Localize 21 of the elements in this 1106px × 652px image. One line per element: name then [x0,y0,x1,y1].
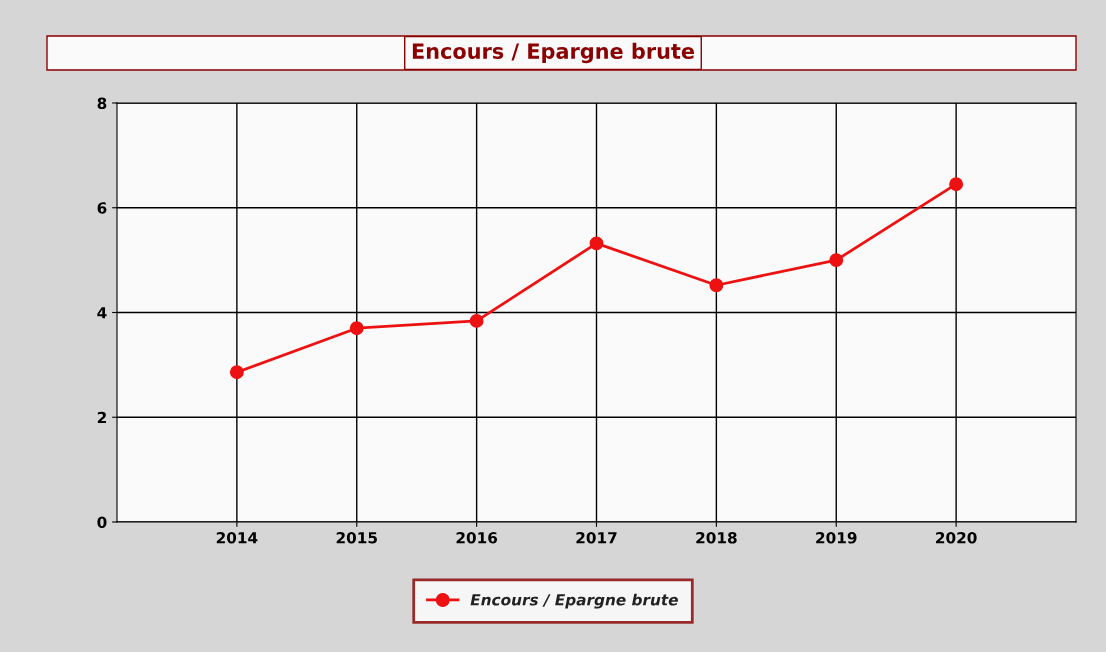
x-tick-label: 2016 [456,531,498,544]
y-tick-label: 8 [97,97,107,110]
chart-title: Encours / Epargne brute [412,42,695,64]
point [589,236,604,251]
legend-label: Encours / Epargne brute [470,593,678,609]
y-tick-label: 6 [97,202,107,214]
point [229,365,244,380]
y-tick-label: 0 [97,516,107,529]
y-tick-label: 2 [97,411,106,424]
x-tick-label: 2014 [216,531,258,544]
x-tick-label: 2018 [696,531,737,544]
point [469,313,484,328]
x-tick-label: 2019 [816,531,857,544]
point [829,253,844,268]
point [949,177,964,192]
x-tick-label: 2015 [336,531,377,544]
x-tick-label: 2017 [576,531,617,544]
y-tick-label: 4 [97,307,107,319]
x-tick-label: 2020 [936,531,977,544]
point [349,321,364,336]
point [709,278,724,293]
